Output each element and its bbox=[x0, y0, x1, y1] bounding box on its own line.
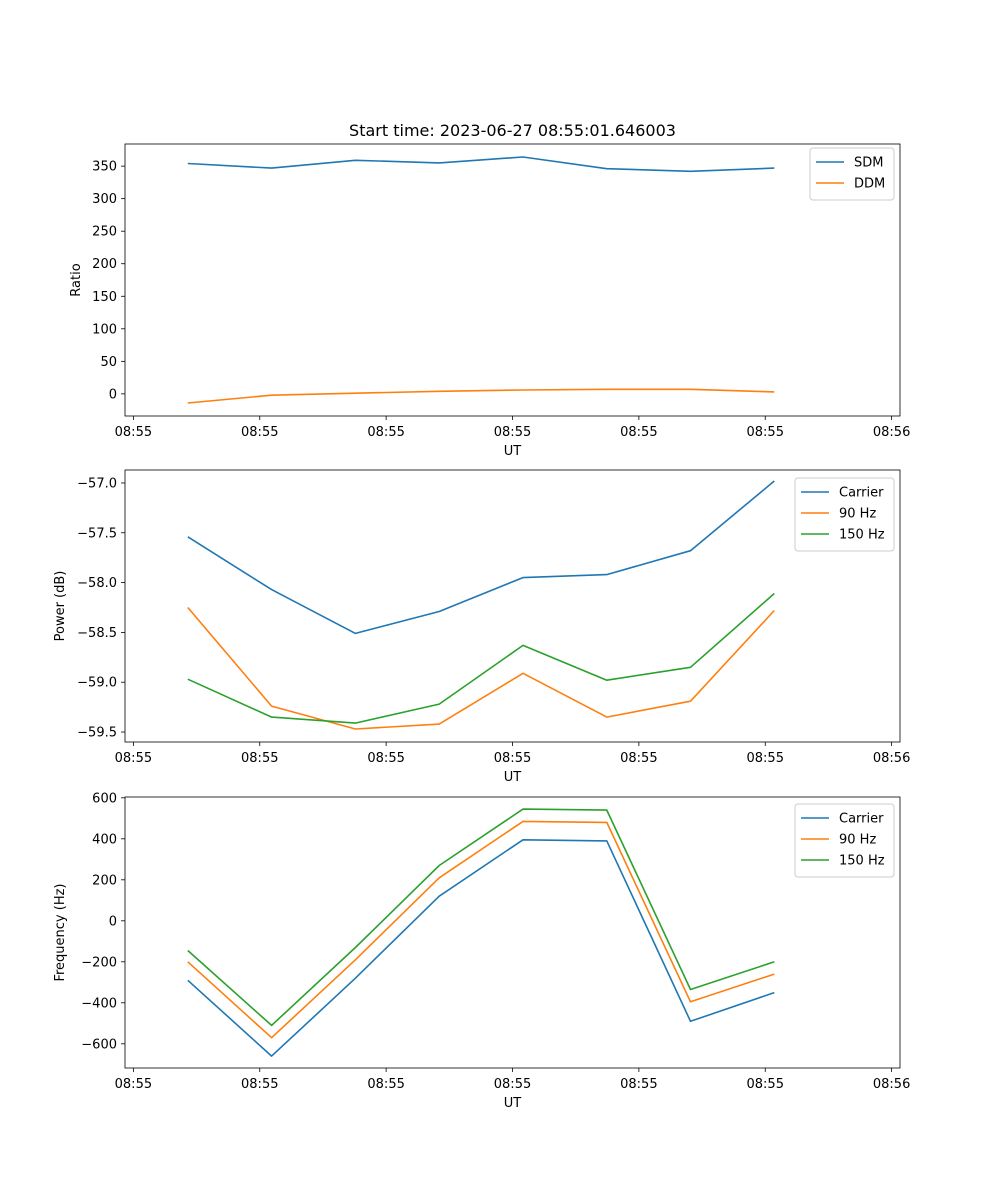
chart-3-y-axis-label: Frequency (Hz) bbox=[53, 883, 68, 981]
chart-1-series-2-line bbox=[187, 388, 775, 404]
chart-2-x-tick-label: 08:55 bbox=[115, 751, 152, 766]
chart-1-legend-label: SDM bbox=[854, 156, 883, 171]
chart-3-y-tick-label: −600 bbox=[81, 1037, 117, 1052]
figure-title: Start time: 2023-06-27 08:55:01.646003 bbox=[349, 121, 676, 140]
chart-3-legend-label: Carrier bbox=[839, 812, 884, 827]
chart-3-y-tick-label: 600 bbox=[92, 791, 117, 806]
chart-2-x-tick-label: 08:55 bbox=[241, 751, 278, 766]
chart-2-x-tick-label: 08:55 bbox=[620, 751, 657, 766]
chart-1-y-tick-label: 100 bbox=[92, 322, 117, 337]
chart-1-legend: SDM DDM bbox=[809, 147, 895, 201]
chart-2-x-tick-label: 08:55 bbox=[747, 751, 784, 766]
chart-1-x-tick-label: 08:55 bbox=[620, 425, 657, 440]
chart-2-series-1-line bbox=[187, 480, 775, 635]
chart-3-x-tick-label: 08:55 bbox=[241, 1077, 278, 1092]
chart-1-x-tick-label: 08:56 bbox=[873, 425, 910, 440]
chart-1-series-1-line bbox=[187, 156, 775, 173]
subplot-ratio: 08:55 08:55 08:55 08:55 08:55 08:55 08:56 0 50 10… bbox=[69, 143, 910, 459]
chart-2-legend-label: Carrier bbox=[839, 486, 884, 501]
chart-3-y-tick-label: 200 bbox=[92, 873, 117, 888]
chart-3-x-tick-label: 08:55 bbox=[747, 1077, 784, 1092]
chart-1-x-tick-label: 08:55 bbox=[367, 425, 404, 440]
chart-1-y-tick-label: 50 bbox=[100, 355, 117, 370]
chart-3-x-tick-label: 08:55 bbox=[620, 1077, 657, 1092]
chart-3-x-tick-label: 08:56 bbox=[873, 1077, 910, 1092]
chart-2-y-tick-label: −59.5 bbox=[77, 726, 117, 741]
subplot-power: 08:55 08:55 08:55 08:55 08:55 08:55 08:56 −59.5… bbox=[53, 469, 910, 785]
chart-2-x-tick-label: 08:55 bbox=[494, 751, 531, 766]
chart-1-y-tick-label: 350 bbox=[92, 160, 117, 175]
chart-2-y-tick-label: −57.0 bbox=[77, 476, 117, 491]
chart-2-series-3-line bbox=[187, 592, 775, 724]
chart-1-x-tick-label: 08:55 bbox=[494, 425, 531, 440]
chart-3-legend: Carrier 90 Hz 150 Hz bbox=[794, 803, 895, 878]
chart-1-y-axis-label: Ratio bbox=[69, 263, 84, 296]
chart-2-y-tick-label: −59.0 bbox=[77, 676, 117, 691]
chart-3-y-tick-label: −400 bbox=[81, 996, 117, 1011]
chart-1-x-axis-label: UT bbox=[504, 444, 522, 459]
chart-1-x-tick-label: 08:55 bbox=[747, 425, 784, 440]
chart-3-x-axis-label: UT bbox=[504, 1096, 522, 1111]
chart-3-legend-label: 90 Hz bbox=[839, 833, 876, 848]
chart-1-y-tick-label: 250 bbox=[92, 225, 117, 240]
chart-2-legend: Carrier 90 Hz 150 Hz bbox=[794, 477, 895, 552]
chart-2-y-tick-label: −58.0 bbox=[77, 576, 117, 591]
chart-3-series-2-line bbox=[187, 820, 775, 1039]
chart-3-y-tick-label: −200 bbox=[81, 955, 117, 970]
chart-1-y-tick-label: 200 bbox=[92, 257, 117, 272]
chart-3-y-tick-label: 0 bbox=[109, 914, 117, 929]
chart-3-series-1-line bbox=[187, 838, 775, 1057]
chart-2-x-axis-label: UT bbox=[504, 770, 522, 785]
chart-2-series-2-line bbox=[187, 606, 775, 730]
chart-2-legend-label: 90 Hz bbox=[839, 507, 876, 522]
chart-2-x-tick-label: 08:55 bbox=[367, 751, 404, 766]
chart-3-legend-label: 150 Hz bbox=[839, 854, 885, 869]
subplot-frequency: 08:55 08:55 08:55 08:55 08:55 08:55 08:56 −600 −… bbox=[53, 791, 910, 1111]
chart-3-x-tick-label: 08:55 bbox=[115, 1077, 152, 1092]
chart-2-y-tick-label: −58.5 bbox=[77, 626, 117, 641]
chart-1-legend-label: DDM bbox=[854, 177, 885, 192]
chart-2-legend-label: 150 Hz bbox=[839, 528, 885, 543]
chart-3-x-tick-label: 08:55 bbox=[367, 1077, 404, 1092]
chart-3-legend-box bbox=[794, 803, 895, 878]
chart-3-y-tick-label: 400 bbox=[92, 832, 117, 847]
chart-2-x-tick-label: 08:56 bbox=[873, 751, 910, 766]
chart-1-x-tick-label: 08:55 bbox=[115, 425, 152, 440]
chart-1-y-tick-label: 0 bbox=[109, 387, 117, 402]
chart-3-x-tick-label: 08:55 bbox=[494, 1077, 531, 1092]
chart-1-legend-box bbox=[809, 147, 895, 201]
chart-1-y-tick-label: 150 bbox=[92, 290, 117, 305]
chart-2-y-axis-label: Power (dB) bbox=[53, 571, 68, 642]
chart-1-y-tick-label: 300 bbox=[92, 192, 117, 207]
chart-2-y-tick-label: −57.5 bbox=[77, 526, 117, 541]
chart-2-legend-box bbox=[794, 477, 895, 552]
chart-3-series-3-line bbox=[187, 808, 775, 1027]
chart-1-x-tick-label: 08:55 bbox=[241, 425, 278, 440]
